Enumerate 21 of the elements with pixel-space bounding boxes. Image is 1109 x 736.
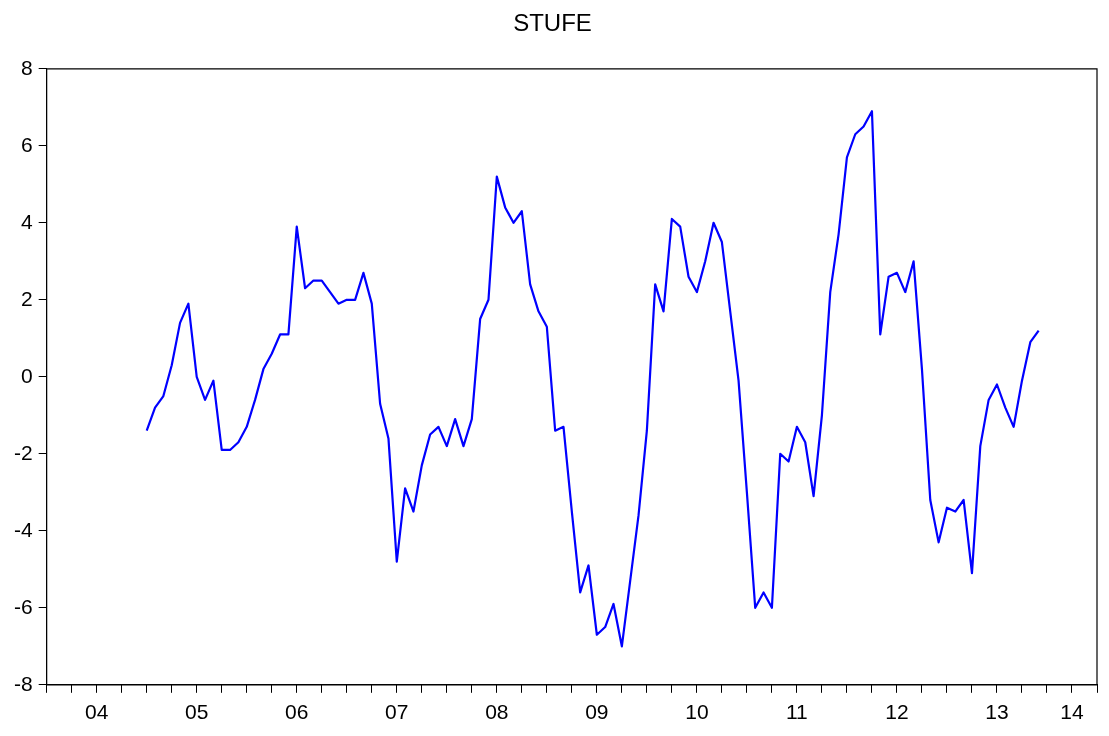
chart-title: STUFE	[513, 9, 592, 37]
y-tick-label: 0	[20, 363, 33, 387]
x-tick-label: 11	[786, 700, 808, 724]
y-tick-label: 6	[20, 132, 33, 156]
y-tick-label: -8	[13, 671, 33, 695]
x-tick-label: 12	[885, 700, 909, 724]
x-tick-label: 07	[385, 700, 409, 724]
x-tick-label: 09	[585, 700, 609, 724]
x-tick-label: 10	[685, 700, 709, 724]
y-tick-label: 8	[20, 55, 33, 79]
x-tick-label: 14	[1060, 700, 1084, 724]
y-tick-label: -2	[13, 440, 33, 464]
x-tick-label: 13	[985, 700, 1009, 724]
x-tick-label: 04	[85, 700, 109, 724]
y-tick-label: 2	[20, 286, 33, 310]
y-tick-label: 4	[20, 209, 33, 233]
x-tick-label: 08	[485, 700, 509, 724]
x-tick-label: 06	[285, 700, 309, 724]
x-tick-label: 05	[185, 700, 209, 724]
y-tick-label: -6	[13, 594, 33, 618]
y-tick-label: -4	[13, 517, 33, 541]
